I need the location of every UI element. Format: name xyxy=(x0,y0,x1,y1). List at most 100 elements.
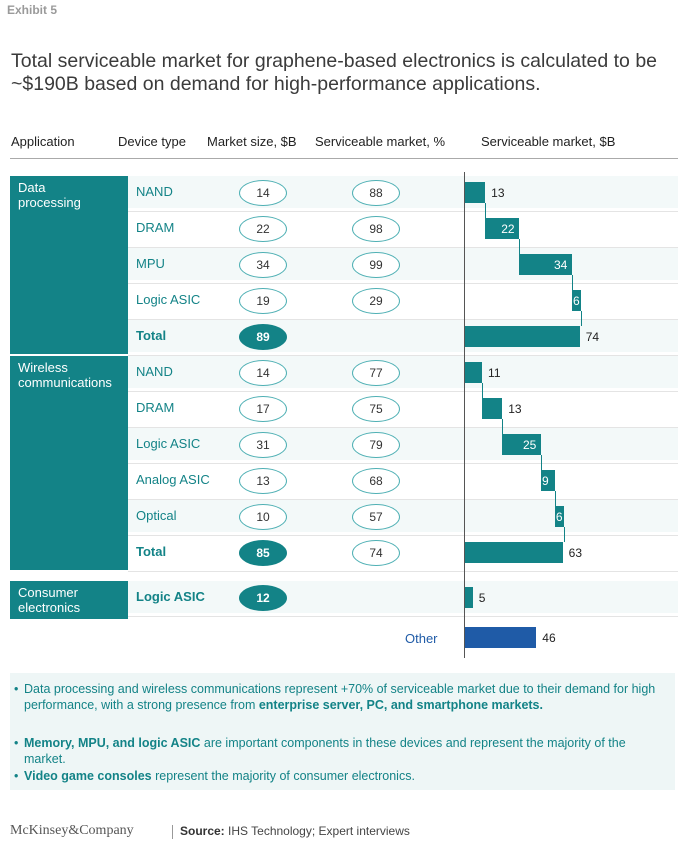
row-background xyxy=(128,176,678,208)
serviceable-pct-oval: 98 xyxy=(352,216,400,242)
row-separator xyxy=(128,571,678,572)
source-text: IHS Technology; Expert interviews xyxy=(224,824,410,838)
row-separator xyxy=(128,355,678,356)
row-separator xyxy=(128,499,678,500)
bar-data-processing-nand xyxy=(465,182,486,203)
bar-value-label: 6 xyxy=(572,294,580,308)
device-label: MPU xyxy=(136,256,165,271)
company-logo: McKinsey&Company xyxy=(10,823,134,838)
group-label: Wireless communications xyxy=(18,360,112,390)
serviceable-pct-oval: 88 xyxy=(352,180,400,206)
market-size-oval: 13 xyxy=(239,468,287,494)
row-separator xyxy=(128,535,678,536)
row-background xyxy=(128,248,678,280)
row-separator xyxy=(128,463,678,464)
bar-value-label: 13 xyxy=(491,186,505,200)
serviceable-pct-oval: 75 xyxy=(352,396,400,422)
device-label: NAND xyxy=(136,364,173,379)
serviceable-pct-oval: 74 xyxy=(352,540,400,566)
waterfall-connector xyxy=(519,239,521,254)
note-text: represent the majority of consumer elect… xyxy=(151,769,415,783)
bar-data-processing-logic-asic xyxy=(571,290,582,311)
bar-data-processing-mpu xyxy=(519,254,572,275)
waterfall-connector xyxy=(554,491,556,506)
chart-axis xyxy=(464,172,465,658)
device-label: DRAM xyxy=(136,220,175,235)
note-text: enterprise server, PC, and smartphone ma… xyxy=(258,697,543,712)
exhibit-label: Exhibit 5 xyxy=(7,3,58,17)
bar-data-processing-dram xyxy=(485,218,520,239)
row-background xyxy=(128,320,678,352)
waterfall-connector xyxy=(581,311,583,326)
device-label: Logic ASIC xyxy=(136,292,201,307)
other-label: Other xyxy=(405,631,438,646)
group-block-consumer-electronics: Consumer electronics xyxy=(10,581,128,619)
device-label: NAND xyxy=(136,184,173,199)
bar-wireless-communications-dram xyxy=(482,398,503,419)
group-label: Data processing xyxy=(18,180,81,210)
waterfall-connector xyxy=(482,383,484,398)
device-label: Total xyxy=(136,328,167,343)
header-application: Application xyxy=(11,134,75,149)
row-background xyxy=(128,428,678,460)
bullet-icon: • xyxy=(14,736,19,750)
market-size-oval: 14 xyxy=(239,180,287,206)
waterfall-connector xyxy=(564,527,566,542)
device-label: Total xyxy=(136,544,167,559)
bar-value-label: 6 xyxy=(555,510,563,524)
bar-value-label: 25 xyxy=(522,438,537,452)
device-label: Analog ASIC xyxy=(136,472,210,487)
group-label: Consumer electronics xyxy=(18,585,81,615)
serviceable-pct-oval: 68 xyxy=(352,468,400,494)
bar-wireless-communications-total xyxy=(465,542,563,563)
market-size-oval: 34 xyxy=(239,252,287,278)
market-size-oval: 19 xyxy=(239,288,287,314)
row-background xyxy=(128,581,678,613)
waterfall-connector xyxy=(485,203,487,218)
device-label: Logic ASIC xyxy=(136,436,201,451)
waterfall-connector xyxy=(540,455,542,470)
row-separator xyxy=(128,427,678,428)
device-label: Logic ASIC xyxy=(136,589,205,604)
market-size-oval: 17 xyxy=(239,396,287,422)
bar-wireless-communications-nand xyxy=(465,362,483,383)
group-block-wireless-communications: Wireless communications xyxy=(10,356,128,570)
bar-wireless-communications-analog-asic xyxy=(540,470,555,491)
note-text: Memory, MPU, and logic ASIC xyxy=(24,736,201,750)
bar-value-label: 22 xyxy=(501,222,515,236)
source-note: Source: IHS Technology; Expert interview… xyxy=(180,824,410,838)
bar-other xyxy=(465,627,537,648)
bar-value-label: 5 xyxy=(478,591,486,605)
bar-value-label: 74 xyxy=(585,330,600,344)
row-separator xyxy=(128,247,678,248)
market-size-oval: 85 xyxy=(239,540,287,566)
bar-value-label: 63 xyxy=(568,546,582,560)
bar-value-label: 11 xyxy=(488,366,501,380)
note-item: • Memory, MPU, and logic ASIC are importa… xyxy=(14,736,664,767)
bar-value-label: 34 xyxy=(553,258,568,272)
serviceable-pct-oval: 99 xyxy=(352,252,400,278)
row-background xyxy=(128,356,678,388)
header-separator xyxy=(10,158,678,159)
bar-value-label: 13 xyxy=(508,402,522,416)
note-text: Data processing and wireless communicati… xyxy=(24,682,656,712)
row-separator xyxy=(128,391,678,392)
device-label: Optical xyxy=(136,508,177,523)
row-separator xyxy=(128,319,678,320)
row-separator xyxy=(128,211,678,212)
bar-data-processing-total xyxy=(465,326,580,347)
serviceable-pct-oval: 77 xyxy=(352,360,400,386)
note-text: Video game consoles xyxy=(24,769,152,783)
chart-title: Total serviceable market for graphene-ba… xyxy=(11,50,658,95)
header-serviceable-usd: Serviceable market, $B xyxy=(481,134,616,149)
row-background xyxy=(128,500,678,532)
market-size-oval: 14 xyxy=(239,360,287,386)
market-size-oval: 89 xyxy=(239,324,287,350)
notes-box: • Data processing and wireless communicat… xyxy=(10,673,675,790)
bar-wireless-communications-optical xyxy=(554,506,565,527)
note-text: are important components in these device… xyxy=(24,736,626,766)
serviceable-pct-oval: 79 xyxy=(352,432,400,458)
source-label: Source: xyxy=(180,824,225,838)
bullet-icon: • xyxy=(14,769,19,783)
bar-consumer-electronics-logic-asic xyxy=(465,587,473,608)
